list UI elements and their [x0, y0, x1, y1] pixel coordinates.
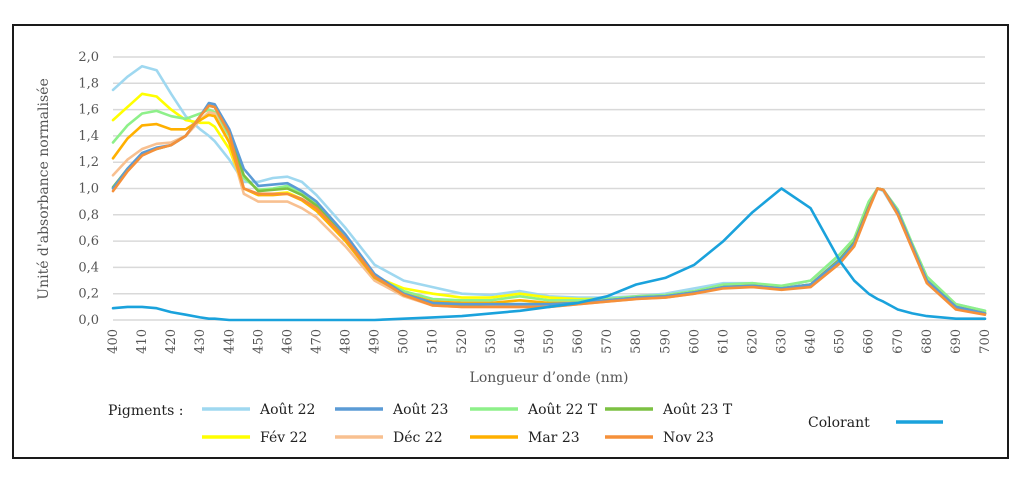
y-tick-label: 1,4: [78, 129, 99, 144]
x-tick-label: 580: [629, 329, 644, 354]
legend-label: Fév 22: [260, 430, 307, 446]
x-tick-label: 670: [891, 329, 906, 354]
x-tick-label: 460: [280, 329, 295, 354]
y-tick-label: 0,4: [78, 260, 99, 275]
x-tick-label: 630: [775, 329, 790, 354]
series-line-ao-t-22-t: [111, 108, 987, 313]
x-tick-label: 490: [368, 329, 383, 354]
x-tick-label: 650: [833, 329, 848, 354]
x-tick-labels: 400 410 420 430 440 450 460 470 480 490 500 510 520 5…: [106, 329, 993, 354]
series-line-colorant: [111, 187, 987, 322]
x-tick-label: 530: [484, 329, 499, 354]
x-tick-label: 450: [251, 329, 266, 354]
x-tick-label: 590: [658, 329, 673, 354]
legend-label: Août 23 T: [662, 402, 733, 418]
legend-label-colorant: Colorant: [808, 415, 870, 431]
x-axis-title: Longueur d’onde (nm): [470, 370, 629, 386]
gridlines: [113, 56, 985, 321]
x-tick-label: 600: [687, 329, 702, 354]
x-tick-label: 620: [745, 329, 760, 354]
x-tick-label: 440: [222, 329, 237, 354]
y-tick-label: 0,0: [78, 313, 99, 328]
y-tick-label: 0,2: [78, 287, 99, 302]
x-tick-label: 500: [397, 329, 412, 354]
x-tick-label: 470: [309, 329, 324, 354]
y-tick-label: 1,0: [78, 182, 99, 197]
x-tick-label: 550: [542, 329, 557, 354]
x-tick-label: 400: [106, 329, 121, 354]
y-tick-label: 1,6: [78, 103, 99, 118]
x-tick-label: 480: [339, 329, 354, 354]
legend-label: Mar 23: [528, 430, 580, 446]
x-tick-label: 690: [949, 329, 964, 354]
legend: Pigments : Août 22 Août 23 Août 22 T Août 2…: [108, 402, 943, 446]
y-tick-label: 1,8: [78, 76, 99, 91]
x-tick-label: 560: [571, 329, 586, 354]
x-tick-label: 660: [862, 329, 877, 354]
y-tick-label: 1,2: [78, 155, 99, 170]
x-tick-label: 520: [455, 329, 470, 354]
x-tick-label: 420: [164, 329, 179, 354]
y-tick-labels: 0,0 0,2 0,4 0,6 0,8 1,0 1,2 1,4 1,6 1,8 2,0: [78, 50, 99, 328]
series-lines: [111, 64, 987, 322]
x-tick-label: 540: [513, 329, 528, 354]
y-tick-label: 0,6: [78, 234, 99, 249]
x-tick-label: 700: [978, 329, 993, 354]
series-line-nov-23: [111, 104, 987, 317]
legend-label: Août 23: [392, 402, 448, 418]
x-tick-label: 510: [426, 329, 441, 354]
x-tick-label: 680: [920, 329, 935, 354]
legend-label: Août 22 T: [527, 402, 598, 418]
x-tick-label: 570: [600, 329, 615, 354]
legend-group-label: Pigments :: [108, 403, 183, 419]
series-line-d-c-22: [111, 110, 987, 315]
legend-label: Déc 22: [393, 430, 443, 446]
x-tick-label: 410: [135, 329, 150, 354]
legend-label: Août 22: [259, 402, 315, 418]
x-tick-label: 610: [716, 329, 731, 354]
legend-label: Nov 23: [663, 430, 714, 446]
y-tick-label: 0,8: [78, 208, 99, 223]
x-tick-label: 430: [193, 329, 208, 354]
y-axis-title: Unité d'absorbance normalisée: [36, 78, 52, 299]
x-tick-label: 640: [804, 329, 819, 354]
chart-frame: [12, 24, 1009, 459]
y-tick-label: 2,0: [78, 50, 99, 65]
